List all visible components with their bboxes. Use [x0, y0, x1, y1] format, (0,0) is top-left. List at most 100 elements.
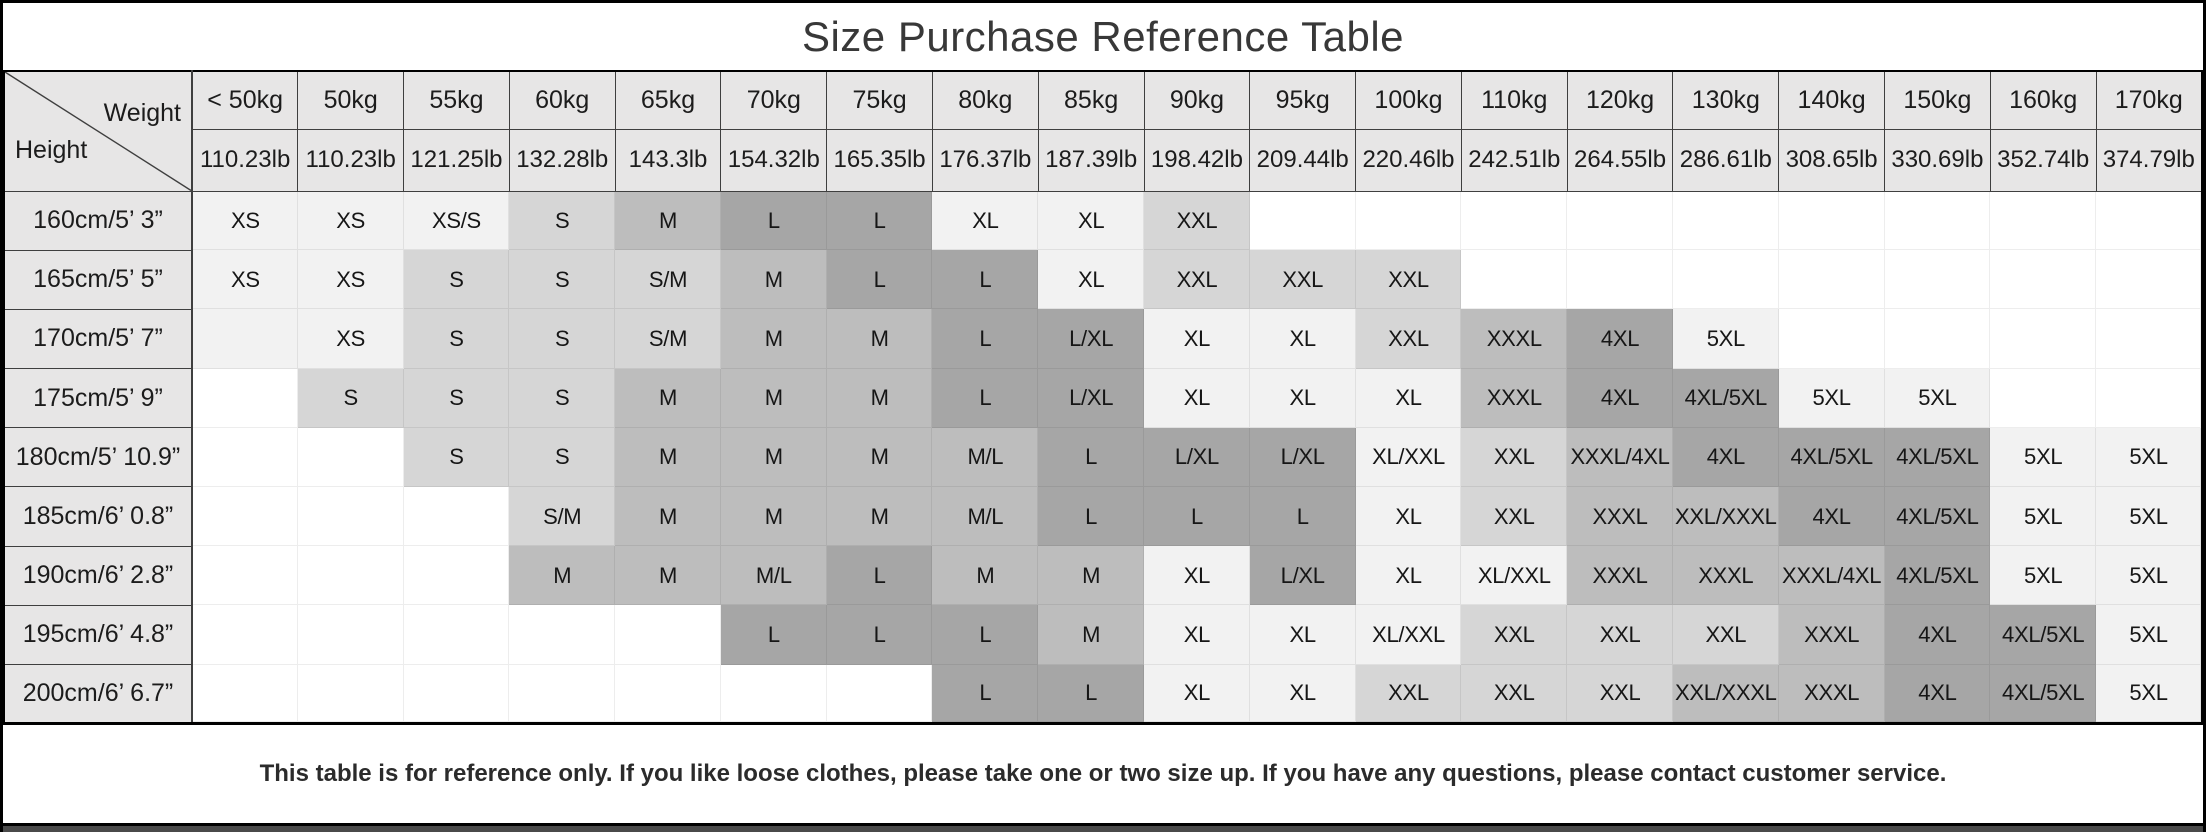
- bottom-border-line: [3, 823, 2203, 826]
- size-cell: XL: [1355, 368, 1462, 428]
- size-cell: S: [403, 250, 510, 310]
- size-cell: L: [826, 250, 933, 310]
- size-cell: 4XL: [1672, 427, 1779, 487]
- size-cell: L: [1038, 486, 1145, 547]
- size-cell: XXL/XXXL: [1672, 486, 1779, 547]
- size-cell: XXXL: [1567, 486, 1673, 547]
- weight-lb-header-cell: 308.65lb: [1778, 128, 1885, 192]
- size-cell: [826, 664, 933, 724]
- size-cell: L: [932, 664, 1039, 724]
- weight-lb-header-cell: 154.32lb: [720, 128, 828, 192]
- size-cell: 5XL: [2096, 546, 2202, 606]
- weight-lb-header-cell: 165.35lb: [826, 128, 933, 192]
- size-cell: L: [1038, 664, 1145, 724]
- weight-kg-header-cell: 95kg: [1249, 70, 1357, 130]
- weight-kg-header-cell: 160kg: [1989, 70, 2097, 130]
- size-cell: [1990, 191, 2097, 251]
- size-cell: XXXL: [1461, 309, 1568, 369]
- size-cell: XXXL: [1567, 546, 1673, 606]
- table-row: 165cm/5’ 5” XS XS S S S/M M L L XL XXL XXL XXL: [3, 249, 2202, 310]
- size-cell: 5XL: [2096, 605, 2202, 665]
- table-row: 185cm/6’ 0.8” S/M M M M M/L L L L XL XXL XXXL XXL/XX…: [3, 486, 2202, 547]
- table-row: 200cm/6’ 6.7” L L XL XL XXL XXL XXL XXL/XXXL XXXL…: [3, 663, 2202, 725]
- size-cell: L: [826, 605, 933, 665]
- size-cell: 5XL: [2096, 486, 2202, 547]
- height-row-label: 185cm/6’ 0.8”: [3, 486, 193, 547]
- diagonal-divider-line: [5, 72, 191, 191]
- size-cell: XXL: [1567, 605, 1673, 665]
- size-cell: 5XL: [1990, 546, 2097, 606]
- size-cell: XXL: [1672, 605, 1779, 665]
- weight-kg-header-cell: 100kg: [1355, 70, 1462, 130]
- height-row-label: 180cm/5’ 10.9”: [3, 427, 193, 488]
- size-cell: S/M: [615, 250, 721, 310]
- size-cell: [403, 486, 510, 547]
- weight-kg-header-cell: 50kg: [297, 70, 405, 130]
- size-cell: 4XL/5XL: [1990, 605, 2097, 665]
- size-cell: XS/S: [403, 191, 510, 251]
- size-cell: M: [826, 486, 933, 547]
- size-cell: M: [720, 427, 827, 487]
- table-row: 190cm/6’ 2.8” M M M/L L M M XL L/XL XL XL/XXL XXXL X…: [3, 545, 2202, 606]
- size-cell: [2096, 368, 2202, 428]
- size-cell: XXL: [1144, 250, 1250, 310]
- size-cell: XXL: [1355, 664, 1462, 724]
- corner-height-label: Height: [15, 135, 88, 164]
- size-cell: [297, 605, 404, 665]
- size-cell: L/XL: [1038, 368, 1145, 428]
- size-cell: XXXL/4XL: [1778, 546, 1885, 606]
- table-row: 175cm/5’ 9” S S S M M M L L/XL XL XL XL XXXL 4XL 4XL/5…: [3, 368, 2202, 429]
- size-cell: S: [403, 427, 510, 487]
- weight-kg-header-cell: 75kg: [826, 70, 933, 130]
- size-cell: XS: [297, 309, 404, 369]
- size-cell: [1884, 250, 1991, 310]
- size-cell: [403, 546, 510, 606]
- height-row-label: 195cm/6’ 4.8”: [3, 604, 193, 666]
- size-cell: [1778, 309, 1885, 369]
- size-cell: 4XL/5XL: [1672, 368, 1779, 428]
- size-cell: XL: [932, 191, 1039, 251]
- size-cell: L: [932, 368, 1039, 428]
- size-cell: XS: [297, 191, 404, 251]
- size-cell: XL: [1249, 664, 1356, 724]
- table-row: 180cm/5’ 10.9” S S M M M M/L L L/XL L/XL XL/XXL XXL…: [3, 427, 2202, 488]
- weight-lb-header-cell: 187.39lb: [1037, 128, 1145, 192]
- weight-kg-header-cell: 70kg: [720, 70, 828, 130]
- size-cell: 5XL: [1672, 309, 1779, 369]
- size-cell: [1672, 250, 1779, 310]
- size-cell: 4XL/5XL: [1884, 427, 1991, 487]
- size-cell: M: [826, 427, 933, 487]
- size-cell: XL: [1144, 368, 1250, 428]
- size-cell: L: [826, 546, 933, 606]
- size-cell: XL: [1355, 546, 1462, 606]
- size-cell: M: [615, 368, 721, 428]
- size-cell: [2096, 191, 2202, 251]
- size-cell: XL: [1249, 368, 1356, 428]
- weight-lb-header-cell: 110.23lb: [297, 128, 405, 192]
- size-cell: [1778, 191, 1885, 251]
- size-cell: M: [720, 309, 827, 369]
- size-cell: [509, 605, 616, 665]
- size-cell: M/L: [720, 546, 827, 606]
- height-row-label: 165cm/5’ 5”: [3, 249, 193, 310]
- size-cell: XXXL: [1672, 546, 1779, 606]
- weight-kg-header-cell: 110kg: [1460, 70, 1568, 130]
- size-cell: S/M: [615, 309, 721, 369]
- size-cell: XXXL/4XL: [1567, 427, 1673, 487]
- size-cell: [1249, 191, 1356, 251]
- size-cell: XS: [192, 250, 298, 310]
- size-cell: [1567, 191, 1673, 251]
- size-cell: [1567, 250, 1673, 310]
- size-cell: M: [826, 368, 933, 428]
- size-cell: M: [615, 486, 721, 547]
- size-cell: [615, 605, 721, 665]
- size-cell: S/M: [509, 486, 616, 547]
- size-cell: [403, 605, 510, 665]
- size-cell: [192, 605, 298, 665]
- size-cell: 4XL: [1884, 664, 1991, 724]
- size-cell: [1990, 368, 2097, 428]
- size-cell: XXL: [1249, 250, 1356, 310]
- size-cell: S: [509, 250, 616, 310]
- size-cell: [1672, 191, 1779, 251]
- bottom-dark-bar: [3, 826, 2203, 832]
